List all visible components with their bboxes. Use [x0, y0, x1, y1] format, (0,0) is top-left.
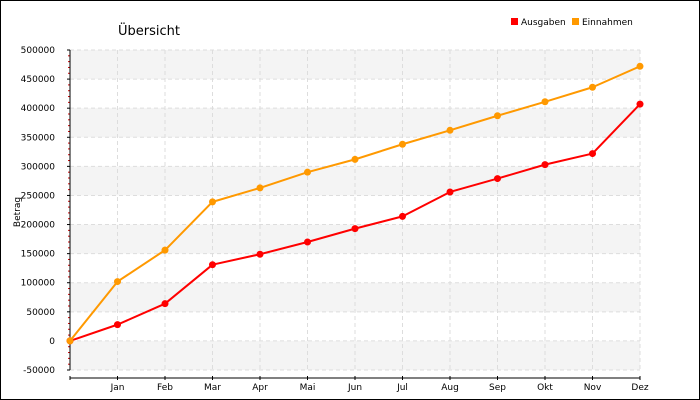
- x-tick-label: Mai: [300, 383, 316, 393]
- y-tick-label: 250000: [21, 191, 56, 201]
- gridlines: [70, 49, 641, 371]
- data-point: [304, 238, 311, 246]
- data-point: [114, 321, 121, 329]
- data-point: [161, 246, 169, 254]
- y-tick-label: 350000: [21, 133, 56, 143]
- data-point: [351, 225, 359, 233]
- data-point: [351, 155, 359, 163]
- x-tick-label: Nov: [584, 383, 602, 393]
- data-point: [161, 300, 169, 308]
- legend-label: Einnahmen: [582, 18, 633, 28]
- data-point: [541, 98, 549, 106]
- y-tick-label: 200000: [21, 221, 56, 231]
- data-point: [256, 250, 264, 258]
- data-point: [589, 83, 596, 91]
- x-tick-labels: Jan Feb Mar Apr Mai Jun Jul Aug Sep Okt Nov Dez: [110, 383, 649, 393]
- chart-title: Übersicht: [118, 22, 180, 39]
- y-tick-label: 300000: [21, 162, 56, 172]
- y-tick-label: 400000: [21, 104, 56, 114]
- legend: Ausgaben Einnahmen: [511, 18, 633, 28]
- x-tick-label: Jun: [347, 383, 362, 393]
- data-point: [589, 150, 596, 158]
- legend-label: Ausgaben: [521, 18, 566, 28]
- data-point: [636, 62, 644, 70]
- data-point: [209, 198, 216, 206]
- data-point: [66, 337, 74, 345]
- y-tick-label: 450000: [21, 75, 56, 85]
- data-point: [636, 100, 644, 108]
- data-point: [494, 175, 501, 183]
- series-lines: [66, 62, 644, 345]
- x-tick-label: Jul: [396, 383, 408, 393]
- legend-swatch: [572, 18, 579, 25]
- data-point: [399, 140, 406, 148]
- x-tick-label: Feb: [157, 383, 173, 393]
- data-point: [446, 126, 454, 134]
- x-tick-label: Mar: [204, 383, 221, 393]
- data-point: [114, 278, 121, 286]
- data-point: [541, 161, 549, 169]
- legend-swatch: [511, 18, 518, 25]
- data-point: [399, 212, 406, 220]
- x-tick-label: Apr: [252, 383, 268, 393]
- y-tick-label: 0: [49, 337, 55, 347]
- x-tick-label: Okt: [537, 383, 553, 393]
- y-tick-label: 100000: [21, 279, 56, 289]
- y-tick-label: 50000: [26, 308, 55, 318]
- y-tick-label: 150000: [21, 250, 56, 260]
- y-tick-label: -50000: [23, 366, 55, 376]
- data-point: [209, 261, 216, 269]
- data-point: [304, 168, 311, 176]
- data-point: [256, 184, 264, 192]
- x-tick-label: Dez: [631, 383, 648, 393]
- axes: [67, 49, 641, 380]
- x-tick-label: Aug: [441, 383, 459, 393]
- x-tick-label: Jan: [110, 383, 125, 393]
- data-point: [446, 188, 454, 196]
- data-point: [494, 112, 501, 120]
- x-tick-label: Sep: [489, 383, 506, 393]
- y-tick-labels: -50000 0 50000 100000 150000 200000 250000 3000…: [21, 46, 56, 376]
- y-tick-label: 500000: [21, 46, 56, 56]
- y-axis-title: Betrag: [13, 197, 23, 227]
